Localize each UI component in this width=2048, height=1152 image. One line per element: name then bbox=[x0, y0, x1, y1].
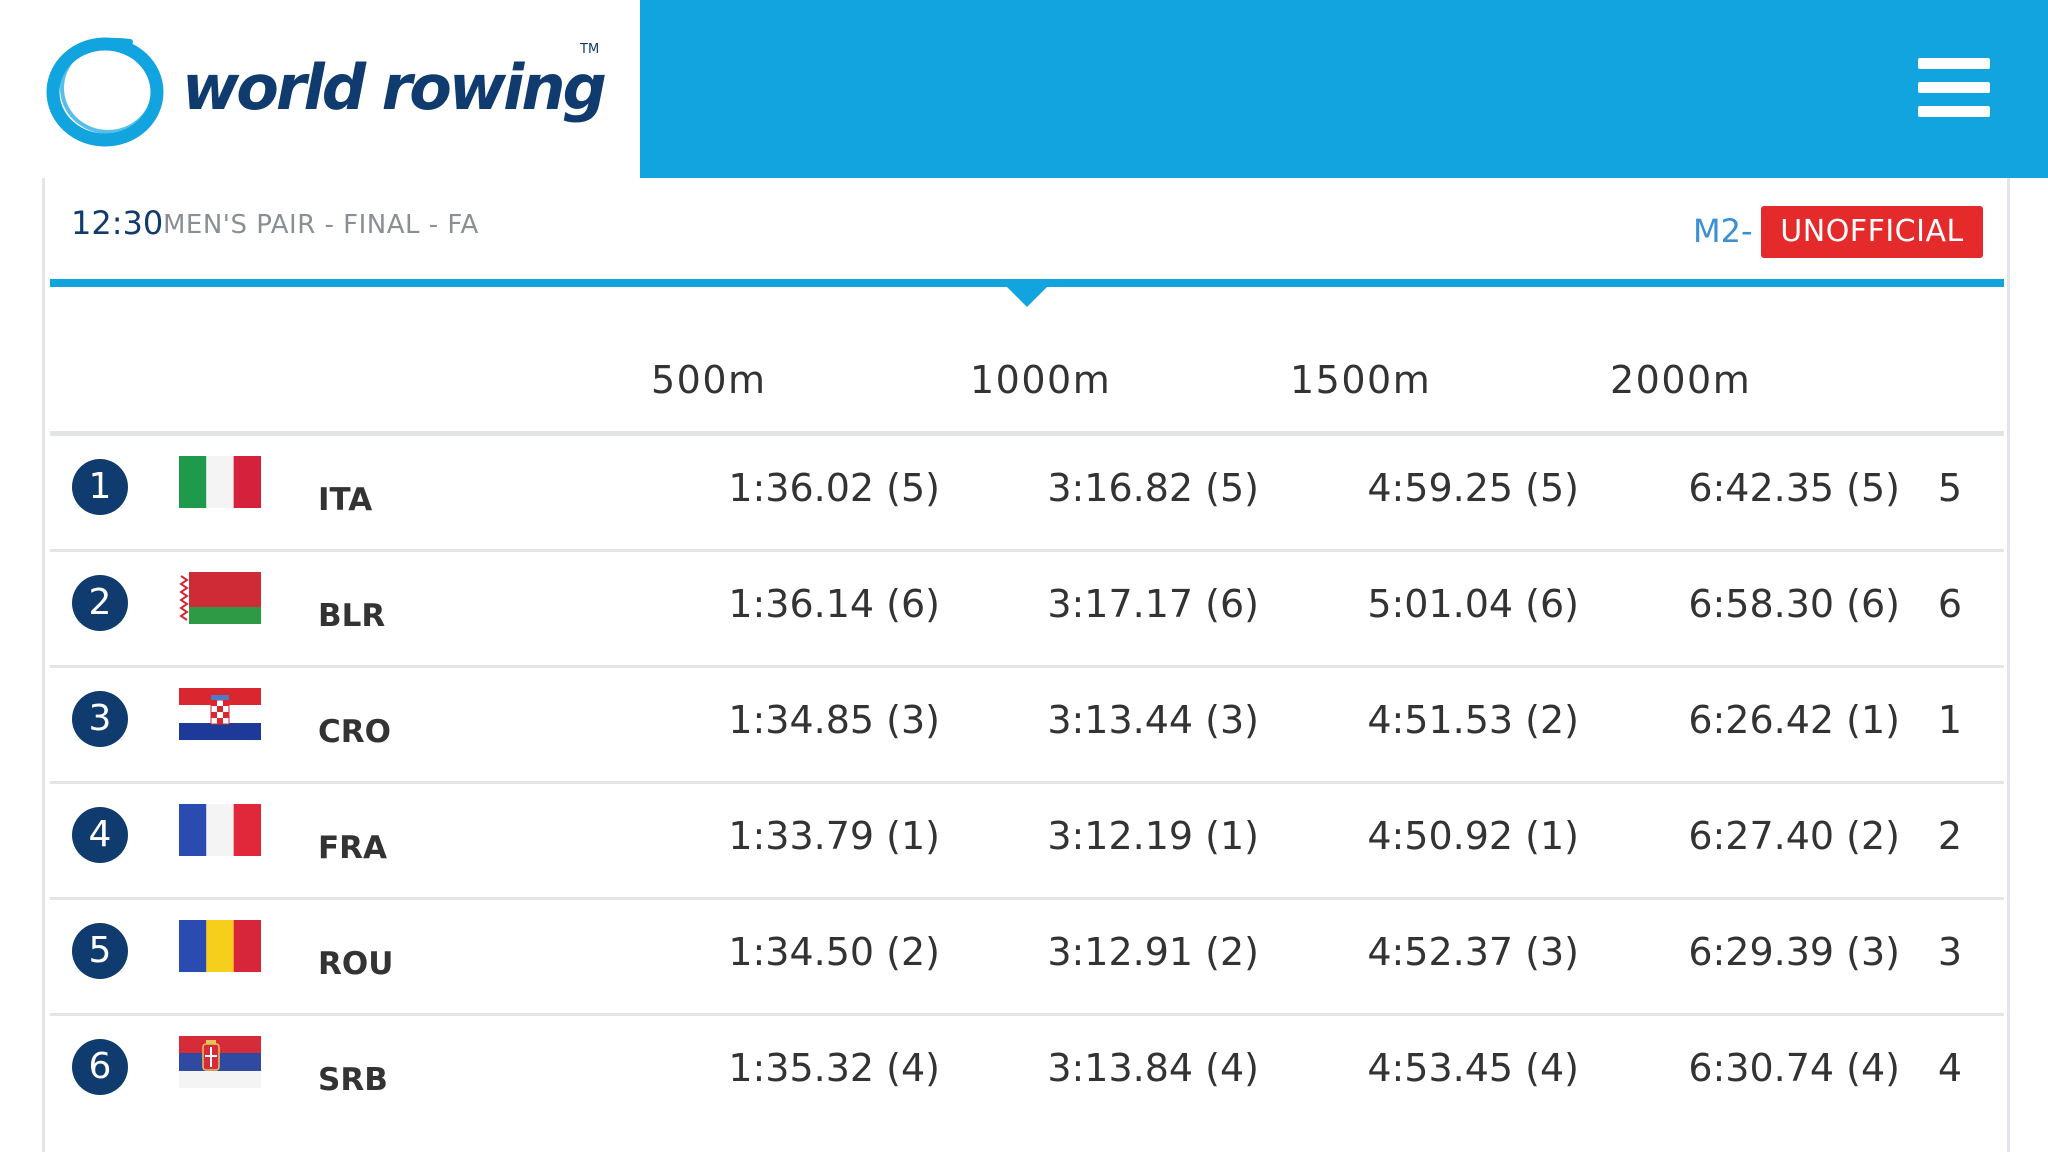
divider-pointer-icon bbox=[1007, 287, 1047, 307]
table-row[interactable]: 6 SRB 1:35.32 (4) 3:13.84 (4) 4:53.45 (4… bbox=[50, 1016, 2004, 1132]
split-1500m: 4:53.45 (4) bbox=[1367, 1046, 1579, 1090]
split-2000m: 6:58.30 (6) bbox=[1688, 582, 1900, 626]
split-2000m: 6:26.42 (1) bbox=[1688, 698, 1900, 742]
split-1000m: 3:13.84 (4) bbox=[1047, 1046, 1259, 1090]
final-rank: 5 bbox=[1937, 466, 1963, 510]
split-2000m: 6:30.74 (4) bbox=[1688, 1046, 1900, 1090]
country-code: FRA bbox=[318, 830, 388, 866]
split-1000m: 3:12.91 (2) bbox=[1047, 930, 1259, 974]
logo-text: world rowing bbox=[182, 51, 607, 124]
country-code: CRO bbox=[318, 714, 391, 750]
status-badge: UNOFFICIAL bbox=[1761, 206, 1983, 258]
split-1000m: 3:16.82 (5) bbox=[1047, 466, 1259, 510]
split-1500m: 4:50.92 (1) bbox=[1367, 814, 1579, 858]
table-row[interactable]: 3 CRO 1:34.85 (3) 3:13.44 (3) 4:51.53 (2… bbox=[50, 668, 2004, 784]
split-500m: 1:36.14 (6) bbox=[728, 582, 940, 626]
final-rank: 6 bbox=[1937, 582, 1963, 626]
country-code: BLR bbox=[318, 598, 386, 634]
split-1500m: 4:59.25 (5) bbox=[1367, 466, 1579, 510]
boat-class-label: M2- bbox=[1693, 212, 1753, 250]
split-1500m: 4:51.53 (2) bbox=[1367, 698, 1579, 742]
split-500m: 1:34.85 (3) bbox=[728, 698, 940, 742]
country-code: SRB bbox=[318, 1062, 388, 1098]
country-code: ITA bbox=[318, 482, 373, 518]
column-header-1500m: 1500m bbox=[1290, 358, 1432, 402]
split-1000m: 3:17.17 (6) bbox=[1047, 582, 1259, 626]
split-2000m: 6:27.40 (2) bbox=[1688, 814, 1900, 858]
split-2000m: 6:42.35 (5) bbox=[1688, 466, 1900, 510]
row-divider bbox=[50, 665, 2004, 668]
final-rank: 2 bbox=[1937, 814, 1963, 858]
final-rank: 4 bbox=[1937, 1046, 1963, 1090]
italy-flag-icon bbox=[179, 456, 261, 508]
race-results-panel: 12:30 MEN'S PAIR - FINAL - FA M2- UNOFFI… bbox=[42, 178, 2010, 1152]
lane-badge: 5 bbox=[72, 923, 128, 979]
final-rank: 3 bbox=[1937, 930, 1963, 974]
split-1500m: 5:01.04 (6) bbox=[1367, 582, 1579, 626]
split-500m: 1:35.32 (4) bbox=[728, 1046, 940, 1090]
table-row[interactable]: 5 ROU 1:34.50 (2) 3:12.91 (2) 4:52.37 (3… bbox=[50, 900, 2004, 1016]
table-row[interactable]: 2 BLR 1:36.14 (6) 3:17.17 (6) 5:01.04 (6… bbox=[50, 552, 2004, 668]
logo[interactable]: world rowing TM bbox=[0, 0, 640, 178]
split-1000m: 3:12.19 (1) bbox=[1047, 814, 1259, 858]
romania-flag-icon bbox=[179, 920, 261, 972]
final-rank: 1 bbox=[1937, 698, 1963, 742]
column-header-2000m: 2000m bbox=[1610, 358, 1752, 402]
row-divider bbox=[50, 897, 2004, 900]
row-divider bbox=[50, 1013, 2004, 1016]
column-header-500m: 500m bbox=[651, 358, 767, 402]
logo-ring-icon bbox=[46, 37, 164, 147]
row-divider bbox=[50, 549, 2004, 552]
lane-badge: 6 bbox=[72, 1039, 128, 1095]
lane-badge: 4 bbox=[72, 807, 128, 863]
race-time: 12:30 bbox=[71, 204, 164, 242]
country-code: ROU bbox=[318, 946, 394, 982]
race-name: MEN'S PAIR - FINAL - FA bbox=[163, 210, 479, 240]
hamburger-menu-icon[interactable] bbox=[1918, 58, 1990, 118]
split-500m: 1:36.02 (5) bbox=[728, 466, 940, 510]
split-1500m: 4:52.37 (3) bbox=[1367, 930, 1579, 974]
column-header-1000m: 1000m bbox=[970, 358, 1112, 402]
table-row[interactable]: 1 ITA 1:36.02 (5) 3:16.82 (5) 4:59.25 (5… bbox=[50, 436, 2004, 552]
lane-badge: 2 bbox=[72, 575, 128, 631]
table-header-divider bbox=[50, 431, 2004, 436]
lane-badge: 3 bbox=[72, 691, 128, 747]
split-2000m: 6:29.39 (3) bbox=[1688, 930, 1900, 974]
header-divider bbox=[50, 279, 2004, 287]
belarus-flag-icon bbox=[179, 572, 261, 624]
row-divider bbox=[50, 781, 2004, 784]
table-row[interactable]: 4 FRA 1:33.79 (1) 3:12.19 (1) 4:50.92 (1… bbox=[50, 784, 2004, 900]
site-header: world rowing TM bbox=[0, 0, 2048, 178]
split-1000m: 3:13.44 (3) bbox=[1047, 698, 1259, 742]
split-500m: 1:34.50 (2) bbox=[728, 930, 940, 974]
croatia-flag-icon bbox=[179, 688, 261, 740]
serbia-flag-icon bbox=[179, 1036, 261, 1088]
split-500m: 1:33.79 (1) bbox=[728, 814, 940, 858]
logo-trademark: TM bbox=[580, 42, 600, 57]
france-flag-icon bbox=[179, 804, 261, 856]
lane-badge: 1 bbox=[72, 459, 128, 515]
